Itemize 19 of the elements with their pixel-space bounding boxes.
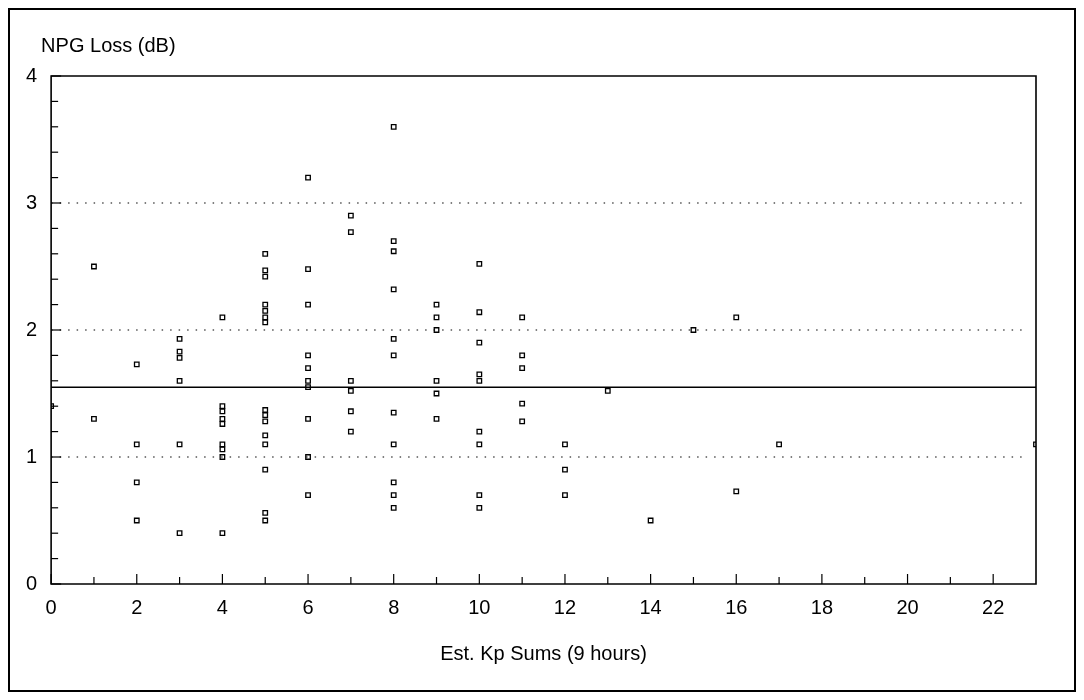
x-axis-title: Est. Kp Sums (9 hours) xyxy=(440,641,647,664)
x-tick-label: 18 xyxy=(810,595,834,618)
y-tick-label: 0 xyxy=(26,571,38,594)
x-tick-label: 4 xyxy=(216,595,228,618)
y-tick-label: 4 xyxy=(26,63,38,86)
x-tick-label: 0 xyxy=(45,595,57,618)
y-tick-label: 3 xyxy=(26,190,38,213)
x-tick-label: 6 xyxy=(302,595,314,618)
x-tick-label: 16 xyxy=(725,595,748,618)
x-tick-label: 14 xyxy=(639,595,662,618)
x-tick-label: 8 xyxy=(388,595,400,618)
y-axis-title: NPG Loss (dB) xyxy=(41,33,176,56)
x-tick-label: 10 xyxy=(468,595,491,618)
x-tick-label: 2 xyxy=(131,595,143,618)
x-tick-label: 12 xyxy=(553,595,577,618)
x-tick-label: 20 xyxy=(896,595,919,618)
y-tick-label: 1 xyxy=(26,444,38,467)
y-tick-label: 2 xyxy=(26,317,38,340)
x-tick-label: 22 xyxy=(982,595,1005,618)
